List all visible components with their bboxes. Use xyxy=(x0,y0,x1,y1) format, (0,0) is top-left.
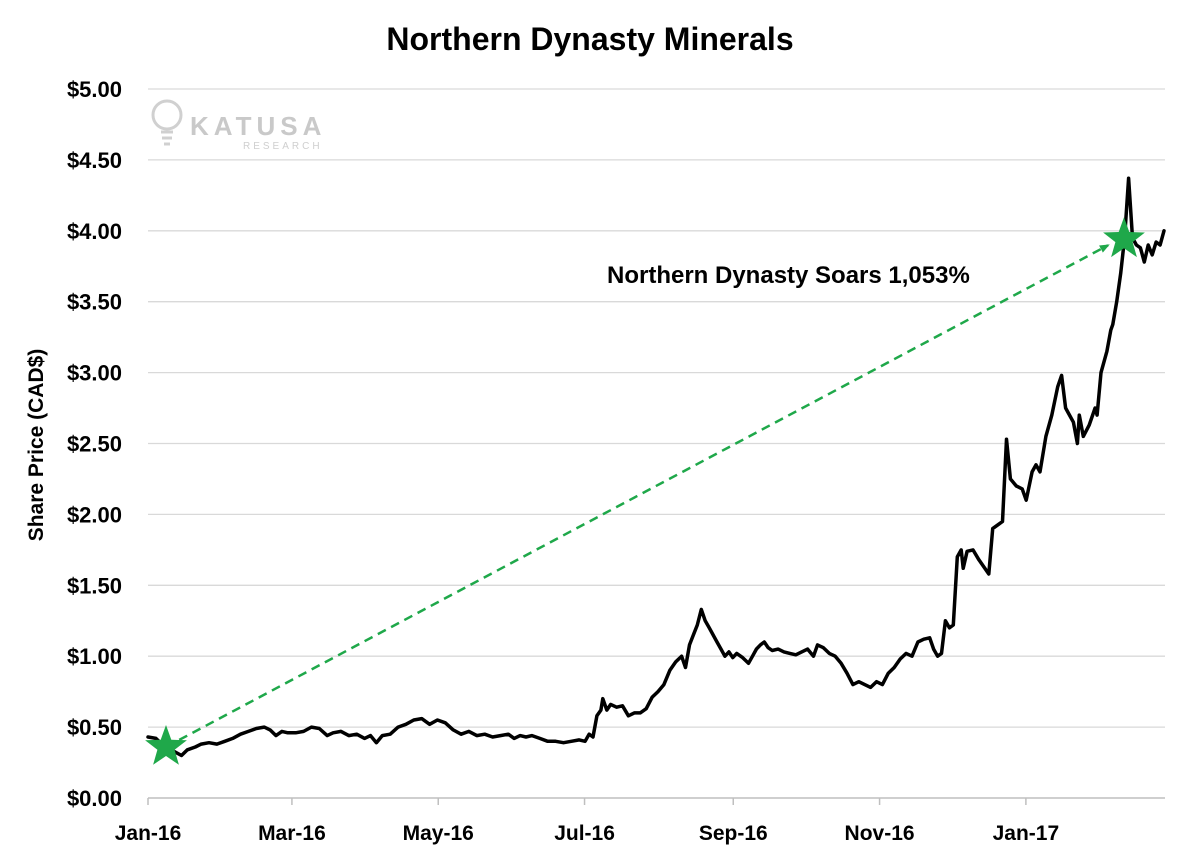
start-star-icon xyxy=(145,725,187,765)
chart-title: Northern Dynasty Minerals xyxy=(386,21,793,57)
y-tick-label: $4.50 xyxy=(67,148,122,173)
x-tick-label: Mar-16 xyxy=(258,822,326,845)
y-tick-label: $4.00 xyxy=(67,219,122,244)
y-tick-label: $0.50 xyxy=(67,715,122,740)
lightbulb-icon xyxy=(151,99,183,146)
x-tick-label: Jan-16 xyxy=(115,822,182,845)
watermark-logo: KATUSA RESEARCH xyxy=(151,99,326,152)
annotation-arrow xyxy=(165,244,1110,749)
x-tick-label: Jul-16 xyxy=(554,822,615,845)
y-axis-ticks: $0.00 $0.50 $1.00 $1.50 $2.00 $2.50 $3.00 $3.50… xyxy=(67,77,122,811)
y-tick-label: $1.00 xyxy=(67,644,122,669)
x-tick-label: Jan-17 xyxy=(993,822,1060,845)
x-tick-label: Sep-16 xyxy=(699,822,768,845)
y-tick-label: $5.00 xyxy=(67,77,122,102)
y-tick-label: $0.00 xyxy=(67,786,122,811)
x-axis: Jan-16 Mar-16 May-16 Jul-16 Sep-16 Nov-16 Jan-… xyxy=(115,797,1165,845)
y-tick-label: $2.50 xyxy=(67,432,122,457)
y-tick-label: $3.00 xyxy=(67,361,122,386)
annotation-text: Northern Dynasty Soars 1,053% xyxy=(607,262,970,289)
x-tick-label: May-16 xyxy=(403,822,474,845)
watermark-sub: RESEARCH xyxy=(243,141,323,152)
y-tick-label: $1.50 xyxy=(67,573,122,598)
series-line-share-price xyxy=(146,176,1166,758)
y-axis-label: Share Price (CAD$) xyxy=(25,349,48,542)
gridlines xyxy=(148,88,1165,728)
y-tick-label: $2.00 xyxy=(67,502,122,527)
x-tick-label: Nov-16 xyxy=(845,822,915,845)
watermark-name: KATUSA xyxy=(190,111,326,141)
end-star-icon xyxy=(1103,217,1145,258)
y-tick-label: $3.50 xyxy=(67,290,122,315)
